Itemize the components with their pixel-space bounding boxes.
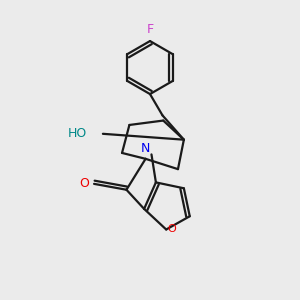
Text: F: F: [146, 23, 154, 36]
Text: O: O: [79, 177, 89, 190]
Text: N: N: [141, 142, 150, 155]
Text: O: O: [168, 224, 176, 235]
Text: HO: HO: [68, 127, 87, 140]
